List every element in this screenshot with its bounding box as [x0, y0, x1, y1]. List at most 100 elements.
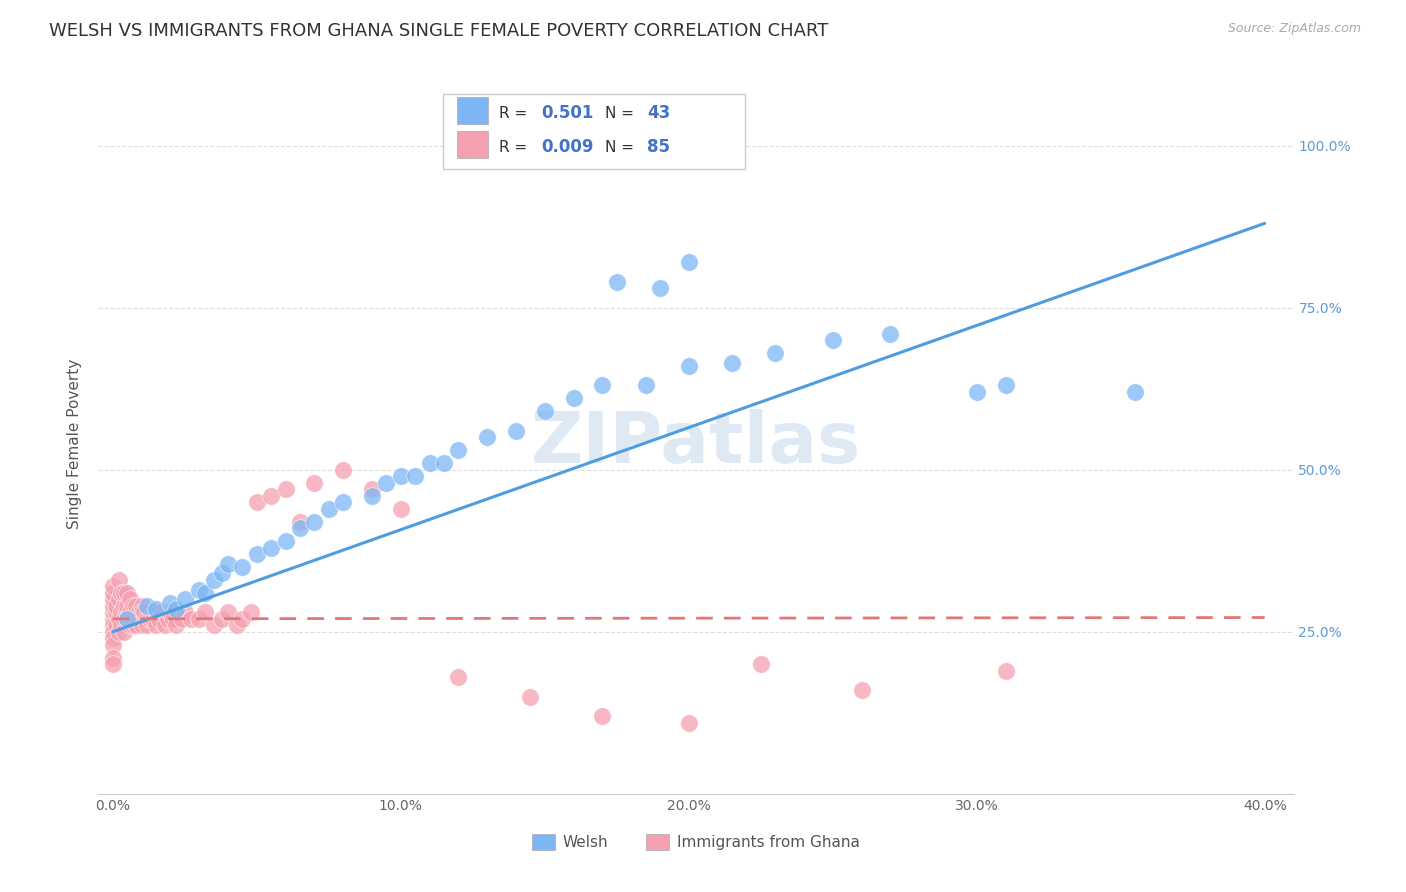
Point — [994, 378, 1017, 392]
Point — [134, 605, 156, 619]
Point — [274, 534, 297, 549]
Point — [107, 612, 129, 626]
Point — [721, 356, 744, 370]
Point — [433, 456, 456, 470]
Point — [115, 586, 138, 600]
Point — [101, 592, 124, 607]
Point — [150, 605, 173, 619]
Point — [240, 605, 263, 619]
Point — [591, 378, 613, 392]
Point — [120, 592, 142, 607]
Point — [274, 482, 297, 496]
Point — [375, 475, 398, 490]
Point — [139, 612, 162, 626]
Point — [634, 378, 657, 392]
Point — [107, 573, 129, 587]
Point — [145, 618, 167, 632]
Point — [202, 618, 225, 632]
Point — [194, 586, 217, 600]
Point — [101, 586, 124, 600]
Point — [361, 489, 384, 503]
Text: ZIPatlas: ZIPatlas — [531, 409, 860, 478]
Point — [101, 579, 124, 593]
Point — [217, 605, 239, 619]
Point — [101, 632, 124, 646]
Point — [101, 650, 124, 665]
Point — [101, 612, 124, 626]
Point — [104, 599, 127, 613]
Point — [477, 430, 499, 444]
Text: 0.501: 0.501 — [541, 104, 593, 122]
Point — [231, 612, 253, 626]
Point — [749, 657, 772, 672]
Text: N =: N = — [605, 140, 638, 154]
Text: WELSH VS IMMIGRANTS FROM GHANA SINGLE FEMALE POVERTY CORRELATION CHART: WELSH VS IMMIGRANTS FROM GHANA SINGLE FE… — [49, 22, 828, 40]
Point — [142, 612, 165, 626]
Point — [120, 618, 142, 632]
Point — [125, 618, 148, 632]
Point — [606, 275, 628, 289]
Point — [821, 333, 844, 347]
Point — [101, 638, 124, 652]
Point — [211, 566, 233, 581]
Text: N =: N = — [605, 106, 638, 120]
Point — [170, 612, 193, 626]
Point — [125, 599, 148, 613]
Point — [404, 469, 426, 483]
Point — [678, 359, 700, 373]
Point — [122, 599, 145, 613]
Point — [246, 495, 269, 509]
Point — [128, 612, 150, 626]
Point — [115, 612, 138, 626]
Point — [994, 664, 1017, 678]
Point — [648, 281, 671, 295]
Point — [562, 392, 585, 406]
Point — [159, 605, 181, 619]
Legend: Welsh, Immigrants from Ghana: Welsh, Immigrants from Ghana — [526, 828, 866, 856]
Point — [879, 326, 901, 341]
Point — [101, 624, 124, 639]
Point — [591, 709, 613, 723]
Point — [288, 515, 311, 529]
Text: R =: R = — [499, 140, 533, 154]
Point — [162, 612, 184, 626]
Point — [288, 521, 311, 535]
Point — [145, 602, 167, 616]
Point — [304, 515, 326, 529]
Text: 0.009: 0.009 — [541, 138, 593, 156]
Point — [173, 605, 195, 619]
Point — [145, 605, 167, 619]
Text: 43: 43 — [647, 104, 671, 122]
Point — [112, 586, 135, 600]
Point — [519, 690, 541, 704]
Point — [112, 612, 135, 626]
Point — [101, 618, 124, 632]
Point — [122, 612, 145, 626]
Point — [112, 624, 135, 639]
Point — [110, 618, 132, 632]
Text: R =: R = — [499, 106, 533, 120]
Point — [419, 456, 441, 470]
Point — [217, 557, 239, 571]
Point — [101, 657, 124, 672]
Text: Source: ZipAtlas.com: Source: ZipAtlas.com — [1227, 22, 1361, 36]
Point — [115, 612, 138, 626]
Point — [678, 255, 700, 269]
Point — [153, 618, 176, 632]
Point — [122, 618, 145, 632]
Point — [136, 612, 159, 626]
Point — [128, 605, 150, 619]
Point — [188, 582, 211, 597]
Point — [505, 424, 527, 438]
Point — [231, 560, 253, 574]
Point — [180, 612, 202, 626]
Point — [125, 605, 148, 619]
Point — [188, 612, 211, 626]
Point — [447, 670, 470, 684]
Point — [332, 463, 354, 477]
Point — [246, 547, 269, 561]
Point — [165, 618, 187, 632]
Point — [136, 618, 159, 632]
Point — [101, 605, 124, 619]
Point — [318, 501, 340, 516]
